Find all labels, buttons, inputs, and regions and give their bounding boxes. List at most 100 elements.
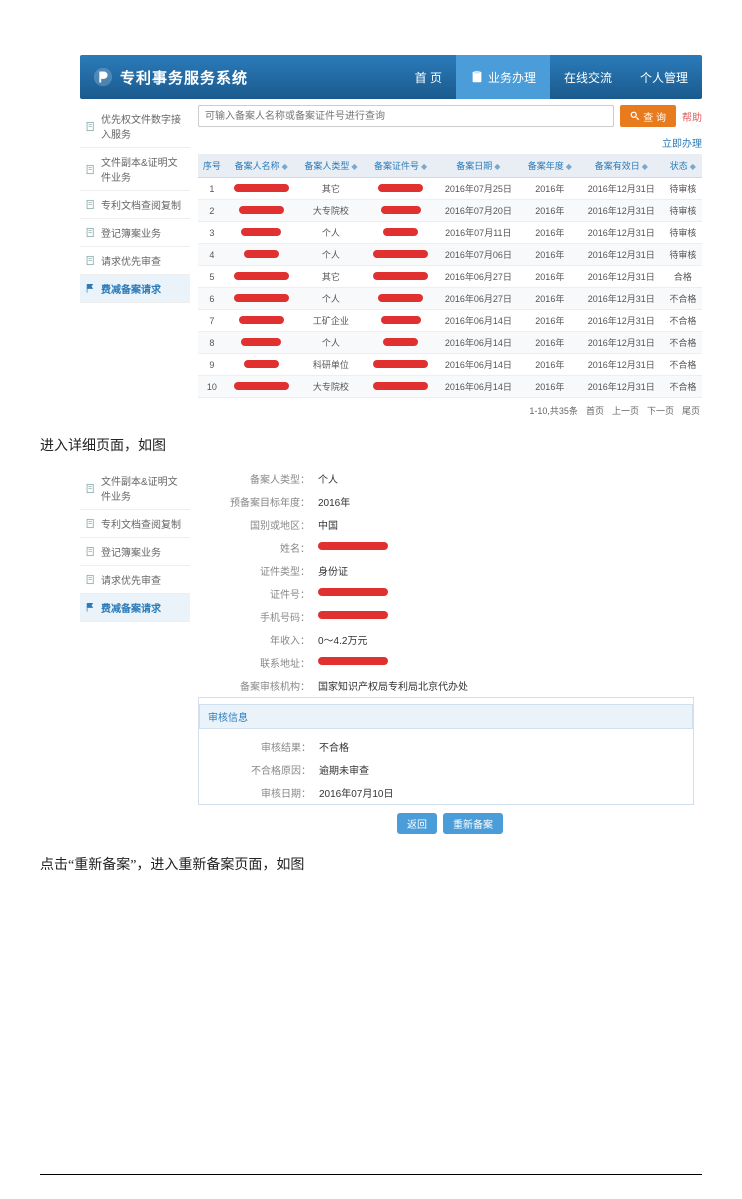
sidebar-item[interactable]: 费减备案请求 xyxy=(80,594,190,622)
cell: 合格 xyxy=(664,266,702,288)
doc-icon xyxy=(85,121,96,132)
nav-personal[interactable]: 个人管理 xyxy=(626,55,702,99)
records-table: 序号备案人名称◆备案人类型◆备案证件号◆备案日期◆备案年度◆备案有效日◆状态◆ … xyxy=(198,154,702,398)
cell: 不合格 xyxy=(664,310,702,332)
cell xyxy=(226,200,297,222)
cell: 2016年 xyxy=(521,222,579,244)
form-row: 姓名： xyxy=(228,536,702,559)
cell: 3 xyxy=(198,222,226,244)
cell: 2016年 xyxy=(521,376,579,398)
form-value: 中国 xyxy=(318,517,338,532)
form-value: 2016年 xyxy=(318,494,350,509)
logo-area: 专利事务服务系统 xyxy=(80,66,260,88)
cell: 2016年 xyxy=(521,200,579,222)
help-link[interactable]: 帮助 xyxy=(682,109,702,124)
col-header[interactable]: 备案人类型◆ xyxy=(297,154,366,178)
col-header[interactable]: 备案人名称◆ xyxy=(226,154,297,178)
form-row: 审核日期：2016年07月10日 xyxy=(229,781,693,804)
sidebar-item[interactable]: 请求优先审查 xyxy=(80,247,190,275)
sidebar-item-label: 请求优先审查 xyxy=(101,253,161,268)
table-row[interactable]: 1其它2016年07月25日2016年2016年12月31日待审核 xyxy=(198,178,702,200)
table-row[interactable]: 6个人2016年06月27日2016年2016年12月31日不合格 xyxy=(198,288,702,310)
cell: 不合格 xyxy=(664,354,702,376)
cell: 2016年 xyxy=(521,244,579,266)
cell: 2016年12月31日 xyxy=(579,310,664,332)
table-row[interactable]: 7工矿企业2016年06月14日2016年2016年12月31日不合格 xyxy=(198,310,702,332)
col-header[interactable]: 序号 xyxy=(198,154,226,178)
cell: 待审核 xyxy=(664,244,702,266)
form-value: 国家知识产权局专利局北京代办处 xyxy=(318,678,468,693)
cell: 8 xyxy=(198,332,226,354)
cell: 1 xyxy=(198,178,226,200)
pager-range: 1-10,共35条 xyxy=(529,404,578,417)
sidebar-item[interactable]: 登记簿案业务 xyxy=(80,219,190,247)
nav-chat[interactable]: 在线交流 xyxy=(550,55,626,99)
form-label: 证件类型： xyxy=(228,563,318,578)
sidebar-item-label: 优先权文件数字接入服务 xyxy=(101,111,185,141)
caption-1: 进入详细页面，如图 xyxy=(40,435,742,455)
table-row[interactable]: 2大专院校2016年07月20日2016年2016年12月31日待审核 xyxy=(198,200,702,222)
search-button[interactable]: 查 询 xyxy=(620,105,676,127)
pager-last[interactable]: 尾页 xyxy=(682,404,700,417)
form-value: 个人 xyxy=(318,471,338,486)
form-value: 逾期未审查 xyxy=(319,762,369,777)
cell: 2016年12月31日 xyxy=(579,178,664,200)
sidebar-item[interactable]: 专利文档查阅复制 xyxy=(80,191,190,219)
col-header[interactable]: 备案有效日◆ xyxy=(579,154,664,178)
audit-box: 审核信息 审核结果：不合格不合格原因：逾期未审查审核日期：2016年07月10日 xyxy=(198,697,694,805)
cell: 2016年 xyxy=(521,266,579,288)
sidebar-item[interactable]: 优先权文件数字接入服务 xyxy=(80,105,190,148)
table-row[interactable]: 10大专院校2016年06月14日2016年2016年12月31日不合格 xyxy=(198,376,702,398)
col-header[interactable]: 备案日期◆ xyxy=(436,154,521,178)
cell: 2016年06月27日 xyxy=(436,266,521,288)
cell xyxy=(226,376,297,398)
caption-2: 点击“重新备案”，进入重新备案页面，如图 xyxy=(40,854,742,874)
sidebar-item[interactable]: 请求优先审查 xyxy=(80,566,190,594)
col-header[interactable]: 备案年度◆ xyxy=(521,154,579,178)
redo-button[interactable]: 重新备案 xyxy=(443,813,503,834)
sidebar-item[interactable]: 文件副本&证明文件业务 xyxy=(80,148,190,191)
cell: 不合格 xyxy=(664,288,702,310)
sidebar-item[interactable]: 文件副本&证明文件业务 xyxy=(80,467,190,510)
cell xyxy=(365,376,436,398)
sidebar-item-label: 登记簿案业务 xyxy=(101,544,161,559)
cell xyxy=(365,200,436,222)
cell: 2016年12月31日 xyxy=(579,288,664,310)
search-icon xyxy=(630,111,640,121)
col-header[interactable]: 状态◆ xyxy=(664,154,702,178)
cell: 7 xyxy=(198,310,226,332)
sidebar-2: 文件副本&证明文件业务专利文档查阅复制登记簿案业务请求优先审查费减备案请求 xyxy=(80,461,190,842)
col-header[interactable]: 备案证件号◆ xyxy=(365,154,436,178)
system-title: 专利事务服务系统 xyxy=(120,67,248,88)
pager-prev[interactable]: 上一页 xyxy=(612,404,639,417)
nav-business[interactable]: 业务办理 xyxy=(456,55,550,99)
pager-next[interactable]: 下一页 xyxy=(647,404,674,417)
form-label: 审核结果： xyxy=(229,739,319,754)
export-link[interactable]: 立即办理 xyxy=(662,135,702,150)
table-row[interactable]: 9科研单位2016年06月14日2016年2016年12月31日不合格 xyxy=(198,354,702,376)
form-row: 国别或地区：中国 xyxy=(228,513,702,536)
cell: 待审核 xyxy=(664,200,702,222)
form-label: 年收入： xyxy=(228,632,318,647)
back-button[interactable]: 返回 xyxy=(397,813,437,834)
sidebar-item-label: 文件副本&证明文件业务 xyxy=(101,473,185,503)
table-row[interactable]: 3个人2016年07月11日2016年2016年12月31日待审核 xyxy=(198,222,702,244)
pager-first[interactable]: 首页 xyxy=(586,404,604,417)
sidebar-item[interactable]: 专利文档查阅复制 xyxy=(80,510,190,538)
cell xyxy=(365,178,436,200)
form-value xyxy=(318,542,388,553)
sidebar-item[interactable]: 登记簿案业务 xyxy=(80,538,190,566)
cell xyxy=(365,354,436,376)
form-value: 身份证 xyxy=(318,563,348,578)
form-label: 姓名： xyxy=(228,540,318,555)
search-input[interactable] xyxy=(198,105,614,127)
table-row[interactable]: 5其它2016年06月27日2016年2016年12月31日合格 xyxy=(198,266,702,288)
table-row[interactable]: 8个人2016年06月14日2016年2016年12月31日不合格 xyxy=(198,332,702,354)
sidebar-item-label: 费减备案请求 xyxy=(101,600,161,615)
cell xyxy=(365,288,436,310)
form-label: 备案审核机构： xyxy=(228,678,318,693)
cell: 2016年06月14日 xyxy=(436,354,521,376)
sidebar-item[interactable]: 费减备案请求 xyxy=(80,275,190,303)
table-row[interactable]: 4个人2016年07月06日2016年2016年12月31日待审核 xyxy=(198,244,702,266)
nav-home[interactable]: 首 页 xyxy=(401,55,456,99)
